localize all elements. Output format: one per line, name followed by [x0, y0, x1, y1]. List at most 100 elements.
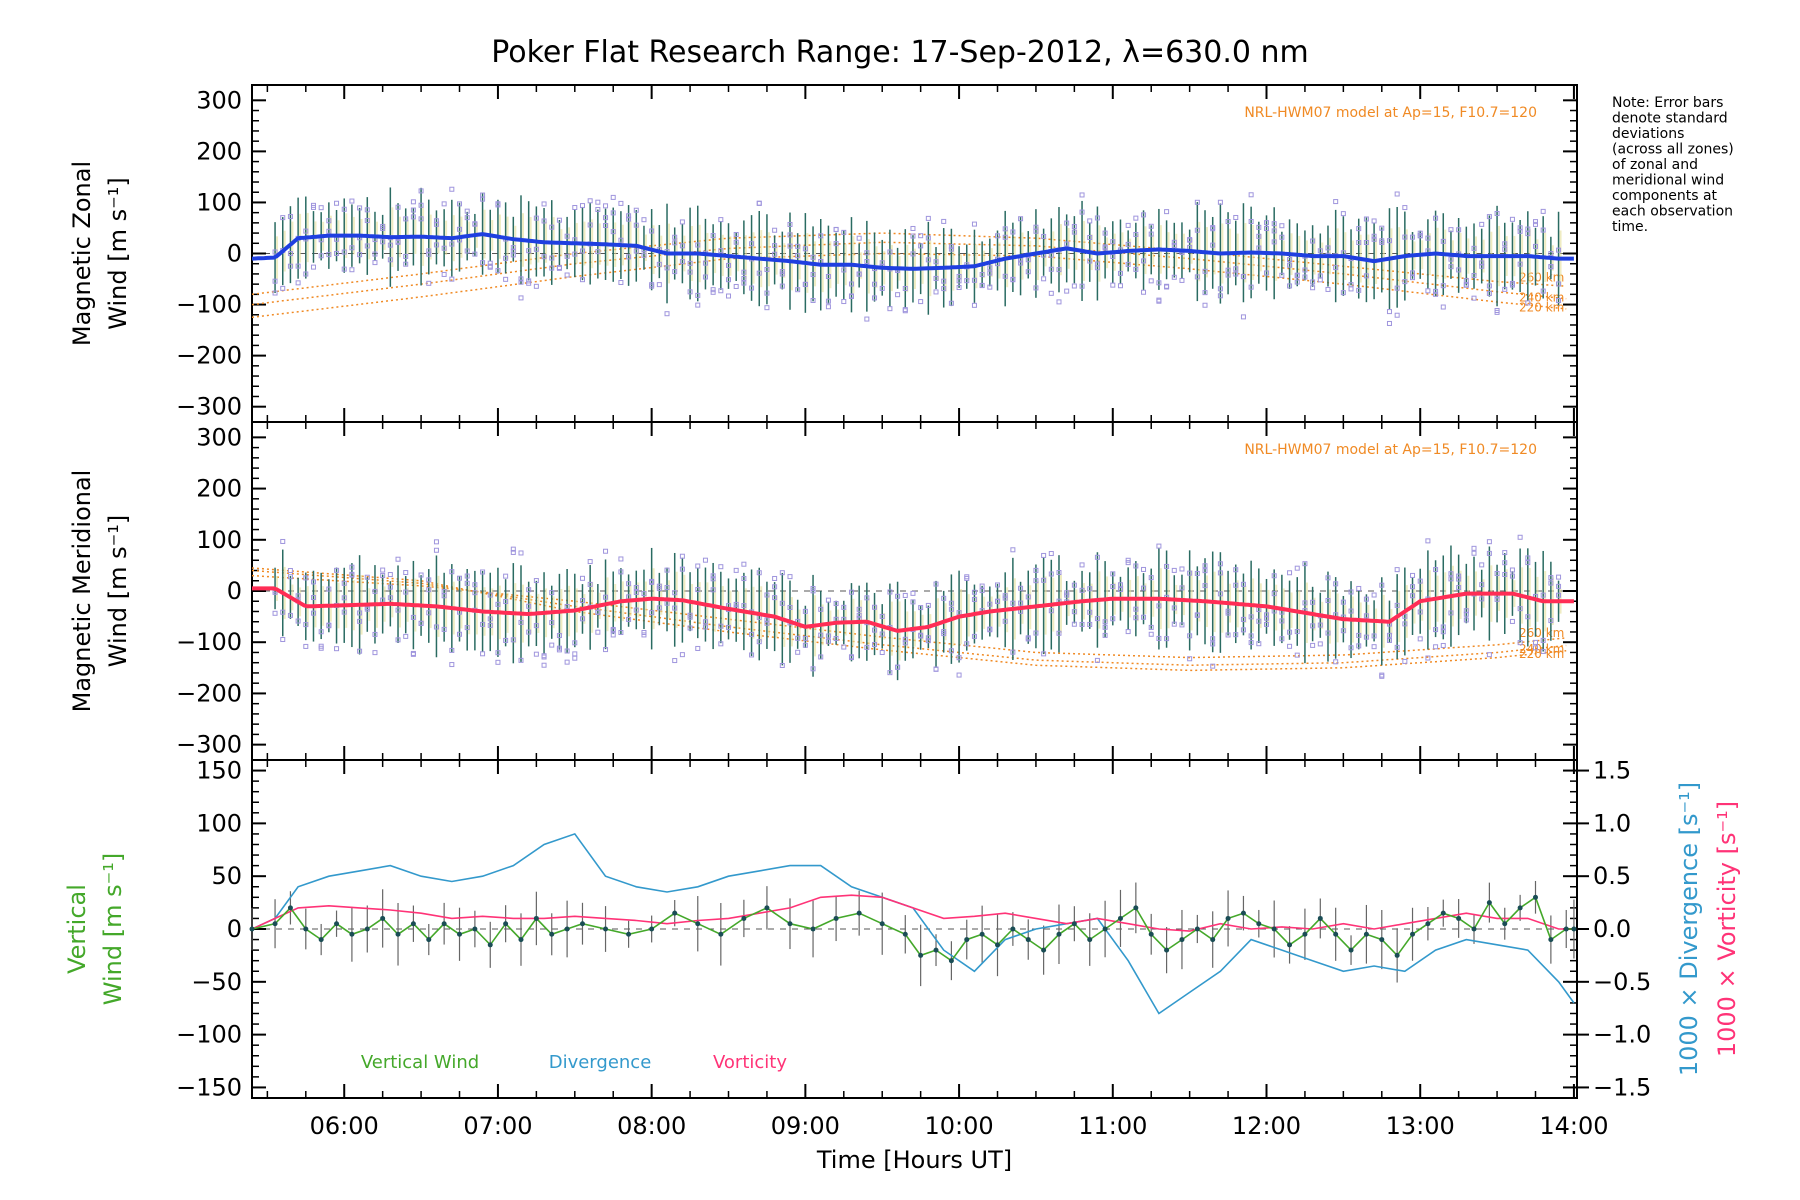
zone-sample: [1194, 199, 1200, 205]
zone-sample: [572, 655, 578, 661]
zone-sample: [1325, 286, 1331, 292]
x-tick-label: 08:00: [617, 1112, 686, 1140]
zone-sample: [1202, 563, 1208, 569]
zone-sample: [764, 617, 770, 623]
zone-sample: [564, 272, 570, 278]
zone-sample: [1317, 248, 1323, 254]
zone-sample: [1302, 267, 1308, 273]
zone-sample: [741, 576, 747, 582]
zone-sample: [1010, 276, 1016, 282]
y-tick-label: 200: [196, 137, 242, 165]
zone-sample: [1141, 258, 1147, 264]
zone-sample: [1110, 253, 1116, 259]
zone-sample: [1502, 560, 1508, 566]
zone-sample: [1233, 567, 1239, 573]
zone-sample: [933, 275, 939, 281]
zone-sample: [679, 566, 685, 572]
zone-sample: [1194, 612, 1200, 618]
vertical-wind-point: [626, 931, 632, 937]
zone-sample: [764, 592, 770, 598]
zone-sample: [1094, 616, 1100, 622]
note-line: (across all zones): [1612, 142, 1734, 158]
zone-sample: [441, 588, 447, 594]
vertical-wind-line: [251, 896, 1574, 962]
zone-sample: [1363, 240, 1369, 246]
zone-sample: [1240, 581, 1246, 587]
vertical-wind-point: [1010, 926, 1016, 932]
y-tick-label: −100: [176, 628, 242, 656]
zone-sample: [848, 293, 854, 299]
zone-sample: [1325, 630, 1331, 636]
vertical-wind-point: [787, 921, 793, 927]
zone-sample: [1148, 631, 1154, 637]
zone-sample: [1271, 221, 1277, 227]
zone-sample: [541, 254, 547, 260]
zone-sample: [964, 641, 970, 647]
zone-sample: [1410, 234, 1416, 240]
zone-sample: [1202, 290, 1208, 296]
zone-sample: [403, 253, 409, 259]
zone-sample: [1310, 285, 1316, 291]
zone-sample: [818, 233, 824, 239]
vertical-wind-point: [472, 926, 478, 932]
zone-sample: [303, 271, 309, 277]
y2-tick-label: 0.0: [1593, 915, 1631, 943]
y-tick-label: 300: [196, 86, 242, 114]
zone-sample: [1171, 567, 1177, 573]
y-tick-label: −200: [176, 342, 242, 370]
zone-sample: [610, 229, 616, 235]
y-tick-label: 150: [196, 757, 242, 785]
vertical-wind-point: [441, 921, 447, 927]
zone-sample: [710, 233, 716, 239]
zone-sample: [702, 619, 708, 625]
zone-sample: [956, 273, 962, 279]
vertical-wind-point: [1271, 926, 1277, 932]
zone-sample: [1287, 256, 1293, 262]
zone-sample: [318, 629, 324, 635]
zone-sample: [426, 577, 432, 583]
zone-sample: [364, 207, 370, 213]
model-label: NRL-HWM07 model at Ap=15, F10.7=120: [1244, 442, 1537, 458]
zone-sample: [526, 603, 532, 609]
zone-sample: [979, 272, 985, 278]
zone-sample: [1210, 225, 1216, 231]
zone-sample: [449, 241, 455, 247]
zone-sample: [1471, 545, 1477, 551]
zone-sample: [1287, 262, 1293, 268]
zone-sample: [541, 201, 547, 207]
zone-sample: [1248, 640, 1254, 646]
zone-sample: [433, 242, 439, 248]
zone-sample: [1479, 221, 1485, 227]
zone-sample: [925, 602, 931, 608]
zone-sample: [357, 618, 363, 624]
zone-sample: [303, 643, 309, 649]
zone-sample: [549, 620, 555, 626]
zone-sample: [1248, 192, 1254, 198]
zone-sample: [1394, 285, 1400, 291]
vertical-wind-point: [1410, 931, 1416, 937]
note-line: time.: [1612, 219, 1648, 235]
zone-sample: [1056, 299, 1062, 305]
zone-sample: [1148, 231, 1154, 237]
zone-sample: [1402, 279, 1408, 285]
zone-sample: [1463, 282, 1469, 288]
zone-sample: [295, 618, 301, 624]
zone-sample: [1279, 234, 1285, 240]
zone-sample: [518, 619, 524, 625]
zone-sample: [1525, 560, 1531, 566]
zone-sample: [1410, 584, 1416, 590]
zone-sample: [1525, 231, 1531, 237]
zone-sample: [418, 216, 424, 222]
zone-sample: [764, 620, 770, 626]
zone-sample: [549, 590, 555, 596]
zone-sample: [687, 289, 693, 295]
zone-sample: [395, 556, 401, 562]
zone-sample: [526, 629, 532, 635]
model-height-label: 220 km: [1519, 301, 1564, 315]
vertical-wind-point: [503, 921, 509, 927]
zone-sample: [1448, 264, 1454, 270]
zone-sample: [941, 218, 947, 224]
zone-sample: [1125, 629, 1131, 635]
zone-sample: [1279, 636, 1285, 642]
zone-sample: [510, 245, 516, 251]
